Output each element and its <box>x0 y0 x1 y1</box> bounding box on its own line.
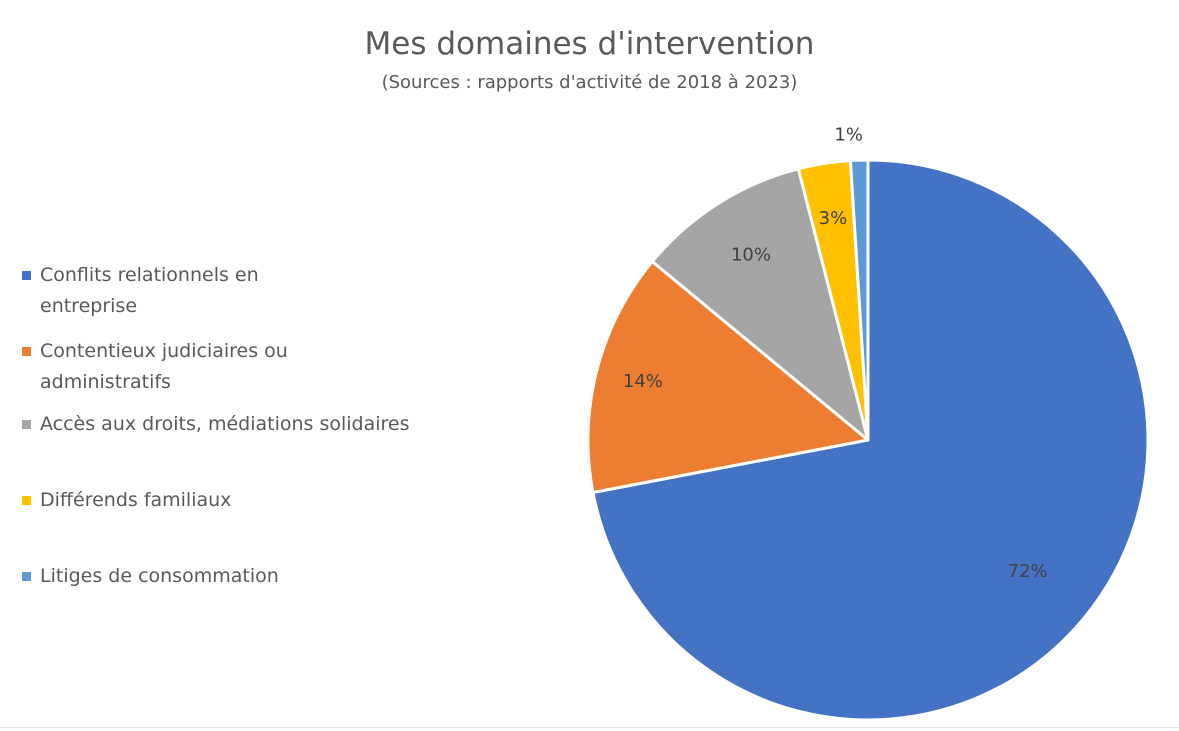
legend-label: Accès aux droits, médiations solidaires <box>40 413 410 435</box>
legend-swatch <box>22 572 31 581</box>
chart-subtitle: (Sources : rapports d'activité de 2018 à… <box>381 72 798 93</box>
data-label-conflits: 72% <box>1008 561 1048 582</box>
legend-item-differends: Différends familiaux <box>22 485 462 516</box>
legend-item-litiges: Litiges de consommation <box>22 561 462 592</box>
legend-swatch <box>22 420 31 429</box>
data-label-differends: 3% <box>819 208 848 229</box>
legend-swatch <box>22 496 31 505</box>
legend-item-contentieux: Contentieux judiciaires ou administratif… <box>22 336 462 398</box>
data-label-litiges: 1% <box>834 124 863 145</box>
bottom-divider <box>0 727 1179 728</box>
pie-slice-acces-droits <box>650 167 870 442</box>
legend-swatch <box>22 271 31 280</box>
legend-item-conflits: Conflits relationnels en entreprise <box>22 260 462 322</box>
pie-slice-contentieux <box>586 260 870 494</box>
legend: Conflits relationnels en entreprise Cont… <box>22 0 462 731</box>
pie-slice-conflits <box>591 158 1150 722</box>
legend-label: Différends familiaux <box>40 489 232 511</box>
legend-label: Contentieux judiciaires ou administratif… <box>40 340 288 393</box>
chart-title: Mes domaines d'intervention <box>364 26 815 62</box>
data-label-contentieux: 14% <box>623 371 663 392</box>
pie-slice-litiges <box>848 158 870 442</box>
legend-label: Litiges de consommation <box>40 565 279 587</box>
legend-item-acces-droits: Accès aux droits, médiations solidaires <box>22 409 462 440</box>
legend-label: Conflits relationnels en entreprise <box>40 264 259 317</box>
legend-swatch <box>22 347 31 356</box>
data-label-acces-droits: 10% <box>731 245 771 266</box>
